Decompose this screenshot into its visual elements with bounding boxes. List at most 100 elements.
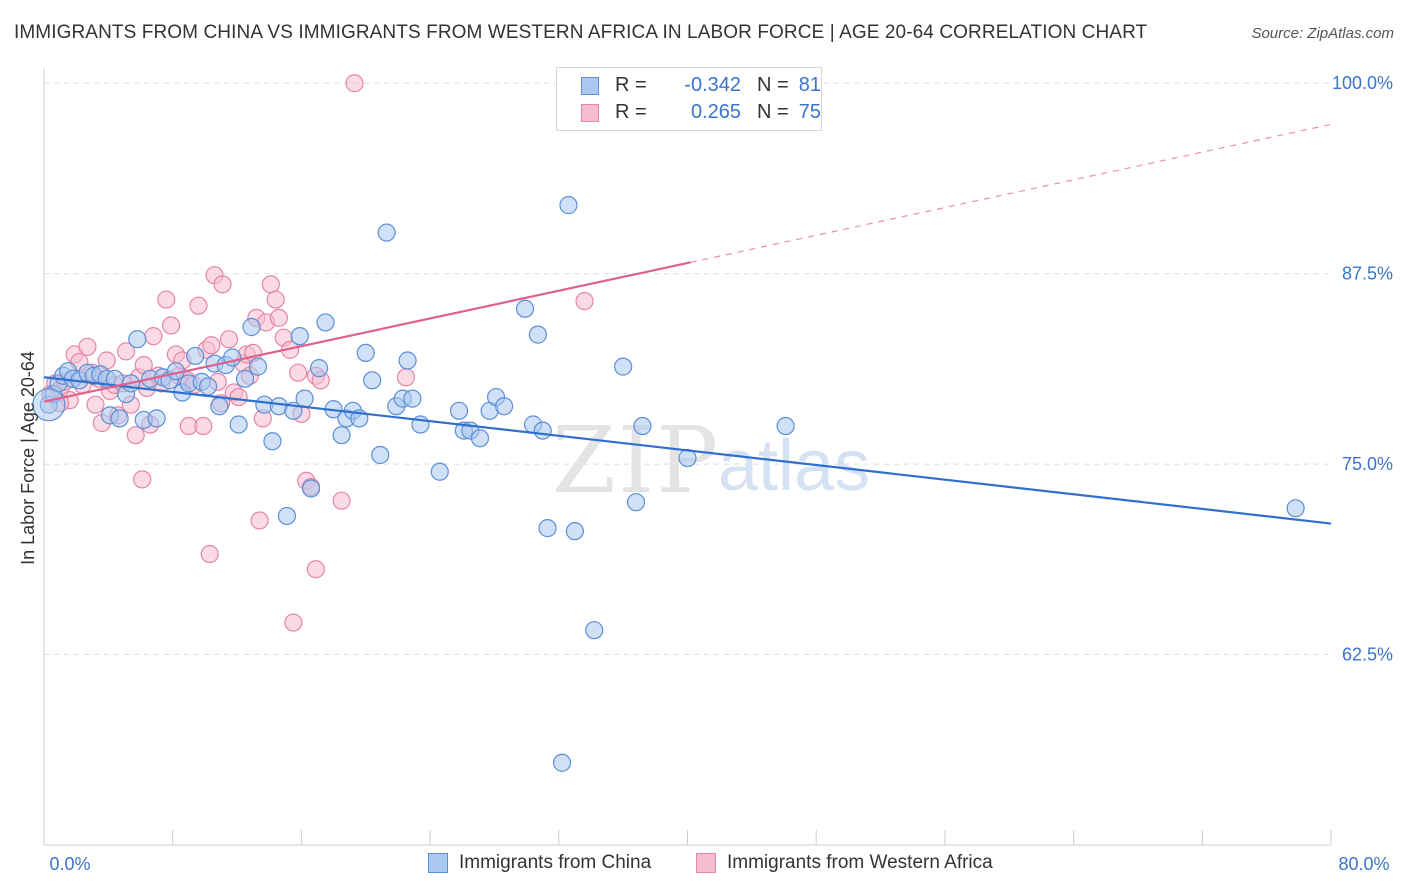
correlation-legend: R = -0.342 N = 81 R = 0.265 N = 75 <box>556 67 822 131</box>
x-tick-label-max: 80.0% <box>1338 854 1389 874</box>
western-africa-point <box>78 337 97 356</box>
western-africa-point <box>157 290 176 309</box>
china-point <box>186 346 205 366</box>
china-point <box>290 327 309 346</box>
western-africa-point <box>189 296 208 315</box>
china-point <box>277 506 297 526</box>
china-point <box>332 426 351 445</box>
china-point <box>371 445 390 465</box>
china-point <box>495 397 514 416</box>
china-point <box>147 409 166 428</box>
y-tick-labels: 62.5% 75.0% 87.5% 100.0% <box>1332 73 1393 664</box>
china-point <box>110 409 129 428</box>
china-point <box>363 371 382 390</box>
y-tick-label: 62.5% <box>1342 645 1393 665</box>
western-africa-point <box>250 511 269 530</box>
china-point <box>295 389 314 408</box>
y-tick-label: 87.5% <box>1342 264 1393 284</box>
china-point <box>449 401 469 420</box>
china-point <box>470 429 490 448</box>
china-point <box>528 325 547 344</box>
bottom-legend-label-western-africa: Immigrants from Western Africa <box>727 852 993 873</box>
china-point <box>585 621 604 640</box>
legend-n-value-western-africa: 75 <box>798 101 821 123</box>
china-point <box>533 421 552 440</box>
western-africa-point <box>194 416 213 436</box>
trend-lines <box>43 123 1332 525</box>
china-point <box>235 369 255 388</box>
y-axis-label: In Labor Force | Age 20-64 <box>18 351 38 565</box>
china-point <box>614 357 633 376</box>
china-point <box>316 313 335 332</box>
china-point <box>565 522 584 541</box>
china-point <box>263 432 282 451</box>
x-ticks <box>43 830 1332 845</box>
y-tick-label: 75.0% <box>1342 454 1393 474</box>
western-africa-point <box>116 342 136 361</box>
legend-n-label: N = <box>757 101 789 123</box>
watermark-atlas: atlas <box>718 426 870 506</box>
western-africa-point <box>345 74 364 93</box>
legend-r-value-china: -0.342 <box>684 74 741 96</box>
western-africa-point <box>332 491 351 510</box>
western-africa-point <box>133 470 152 489</box>
legend-swatch-china <box>581 77 599 95</box>
legend-r-label: R = <box>615 74 647 96</box>
legend-n-value-china: 81 <box>798 74 821 96</box>
china-point <box>559 196 578 215</box>
china-point <box>210 397 229 416</box>
china-point <box>515 299 535 318</box>
china-point <box>552 753 572 772</box>
western-africa-point <box>269 308 288 327</box>
china-point <box>248 357 268 376</box>
china-point <box>356 343 375 362</box>
western-africa-point <box>306 560 325 579</box>
western-africa-point <box>200 544 219 564</box>
china-point <box>776 416 795 436</box>
western-africa-point <box>161 316 181 335</box>
western-africa-point <box>229 387 248 407</box>
source-label: Source: ZipAtlas.com <box>1251 25 1394 42</box>
bottom-legend-swatch-western-africa <box>696 853 716 873</box>
china-point <box>626 493 646 512</box>
western-africa-point <box>126 426 145 445</box>
china-point <box>633 416 652 436</box>
western-africa-point <box>284 613 303 632</box>
legend-swatch-western-africa <box>581 104 599 122</box>
western-africa-trend-extension <box>690 123 1332 263</box>
china-point <box>538 519 557 538</box>
china-point <box>403 389 422 408</box>
western-africa-point <box>575 292 594 311</box>
western-africa-point <box>213 275 232 294</box>
western-africa-point <box>396 368 416 387</box>
china-points <box>32 196 1305 772</box>
china-point-cluster <box>32 388 66 422</box>
chart-title: IMMIGRANTS FROM CHINA VS IMMIGRANTS FROM… <box>14 22 1148 43</box>
western-africa-point <box>289 363 308 382</box>
western-africa-points <box>41 74 594 632</box>
legend-r-label: R = <box>615 101 647 123</box>
china-point <box>198 377 218 396</box>
x-tick-label-min: 0.0% <box>49 854 90 874</box>
western-africa-point <box>261 275 280 294</box>
western-africa-point <box>202 336 221 355</box>
china-point <box>1286 499 1305 518</box>
bottom-legend-swatch-china <box>428 853 448 873</box>
china-trend-line <box>43 376 1332 525</box>
watermark: ZIP atlas <box>552 407 870 514</box>
china-point <box>398 351 417 370</box>
china-point <box>430 462 449 481</box>
legend-n-label: N = <box>757 74 789 96</box>
china-point <box>309 359 329 378</box>
china-point <box>128 330 147 349</box>
legend-r-value-western-africa: 0.265 <box>690 101 741 123</box>
china-point <box>229 415 248 434</box>
western-africa-trend-line <box>43 261 691 403</box>
china-point <box>242 317 261 337</box>
western-africa-point <box>266 290 285 309</box>
western-africa-point <box>144 327 163 346</box>
y-tick-label: 100.0% <box>1332 73 1393 93</box>
china-point <box>377 223 396 242</box>
western-africa-point <box>86 395 105 414</box>
